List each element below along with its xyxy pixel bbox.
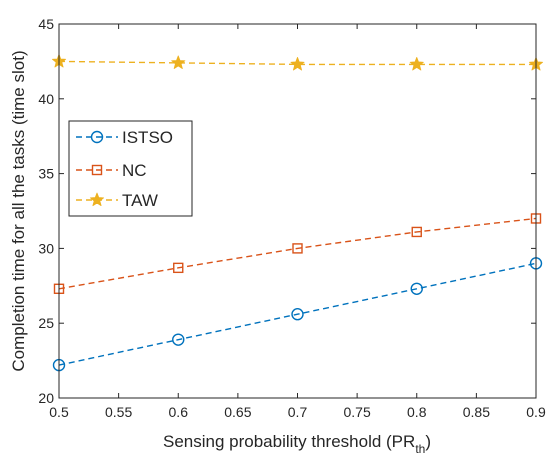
legend-marker-istso	[90, 130, 104, 144]
tick-layer: 0.5 0.55 0.6 0.65 0.7 0.75 0.8 0.85 0.9 20 25 30 35 4…	[38, 16, 546, 420]
legend-item-istso: ISTSO	[76, 128, 173, 147]
legend-marker-nc	[91, 164, 103, 176]
legend-marker-taw	[89, 192, 105, 207]
x-axis-label-subscript: th	[415, 442, 425, 456]
x-tick-label: 0.85	[463, 404, 490, 420]
data-point-taw	[171, 55, 186, 69]
y-axis-label: Completion time for all the tasks (time …	[9, 50, 28, 371]
series-line-nc	[58, 217, 537, 290]
x-axis-label: Sensing probability threshold (PRth)	[163, 432, 431, 456]
data-point-nc	[173, 262, 184, 274]
legend-item-nc: NC	[76, 161, 147, 180]
data-point-istso	[172, 333, 185, 346]
data-point-istso	[291, 308, 304, 321]
x-tick-label: 0.5	[49, 404, 69, 420]
x-tick-label: 0.75	[344, 404, 371, 420]
data-point-istso	[410, 282, 423, 295]
data-point-taw	[290, 56, 305, 71]
x-tick-label: 0.6	[169, 404, 189, 420]
y-tick-label: 30	[38, 240, 54, 256]
legend-item-taw: TAW	[76, 191, 158, 210]
x-tick-label: 0.8	[407, 404, 427, 420]
data-point-nc	[411, 226, 422, 238]
y-tick-label: 25	[38, 315, 54, 331]
y-tick-label: 35	[38, 166, 54, 182]
x-tick-label: 0.65	[224, 404, 251, 420]
legend-label-nc: NC	[122, 161, 147, 180]
data-point-nc	[292, 243, 303, 254]
x-tick-label: 0.9	[526, 404, 546, 420]
x-tick-label: 0.7	[288, 404, 308, 420]
data-point-taw	[409, 56, 424, 71]
legend-label-taw: TAW	[122, 191, 158, 210]
x-axis-label-main: Sensing probability threshold (PR	[163, 432, 415, 451]
legend-items: ISTSO NC TAW	[76, 128, 173, 210]
x-axis-label-close: )	[425, 432, 431, 451]
legend-label-istso: ISTSO	[122, 128, 173, 147]
y-tick-label: 20	[38, 390, 54, 406]
x-tick-label: 0.55	[105, 404, 132, 420]
y-tick-label: 40	[38, 91, 54, 107]
series-line-istso	[58, 262, 537, 366]
legend: ISTSO NC TAW	[68, 120, 193, 217]
y-tick-label: 45	[38, 16, 54, 32]
